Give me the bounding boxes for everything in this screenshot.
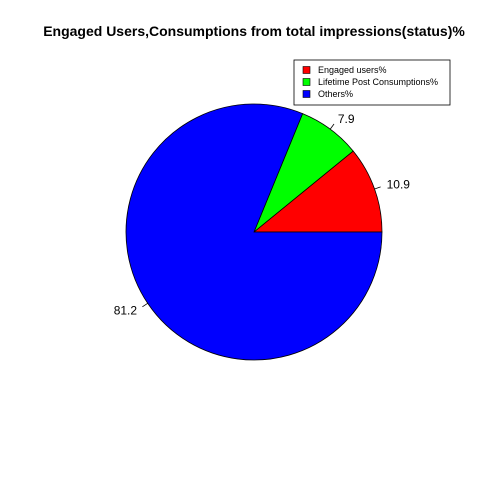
pie-label-1: 7.9 [338, 112, 355, 126]
legend-swatch-0 [302, 66, 311, 74]
pie-slice-2 [125, 103, 383, 361]
legend-swatch-2 [302, 90, 311, 98]
legend-swatch-1 [302, 78, 311, 86]
pie-label-tick-1 [329, 123, 335, 130]
legend-box [293, 59, 451, 106]
pie-labels: 10.9 7.9 81.2 [114, 112, 411, 318]
chart-title: Engaged Users,Consumptions from total im… [43, 23, 465, 39]
pie-label-0: 10.9 [387, 178, 411, 192]
legend-label-1: Lifetime Post Consumptions% [318, 77, 438, 87]
pie-label-tick-0 [374, 186, 381, 190]
legend: Engaged users% Lifetime Post Consumptions… [293, 59, 451, 106]
pie-label-2: 81.2 [114, 303, 138, 317]
pie-slices [125, 103, 383, 361]
legend-label-2: Others% [318, 89, 353, 99]
legend-label-0: Engaged users% [318, 65, 387, 75]
pie-label-tick-2 [142, 302, 148, 308]
